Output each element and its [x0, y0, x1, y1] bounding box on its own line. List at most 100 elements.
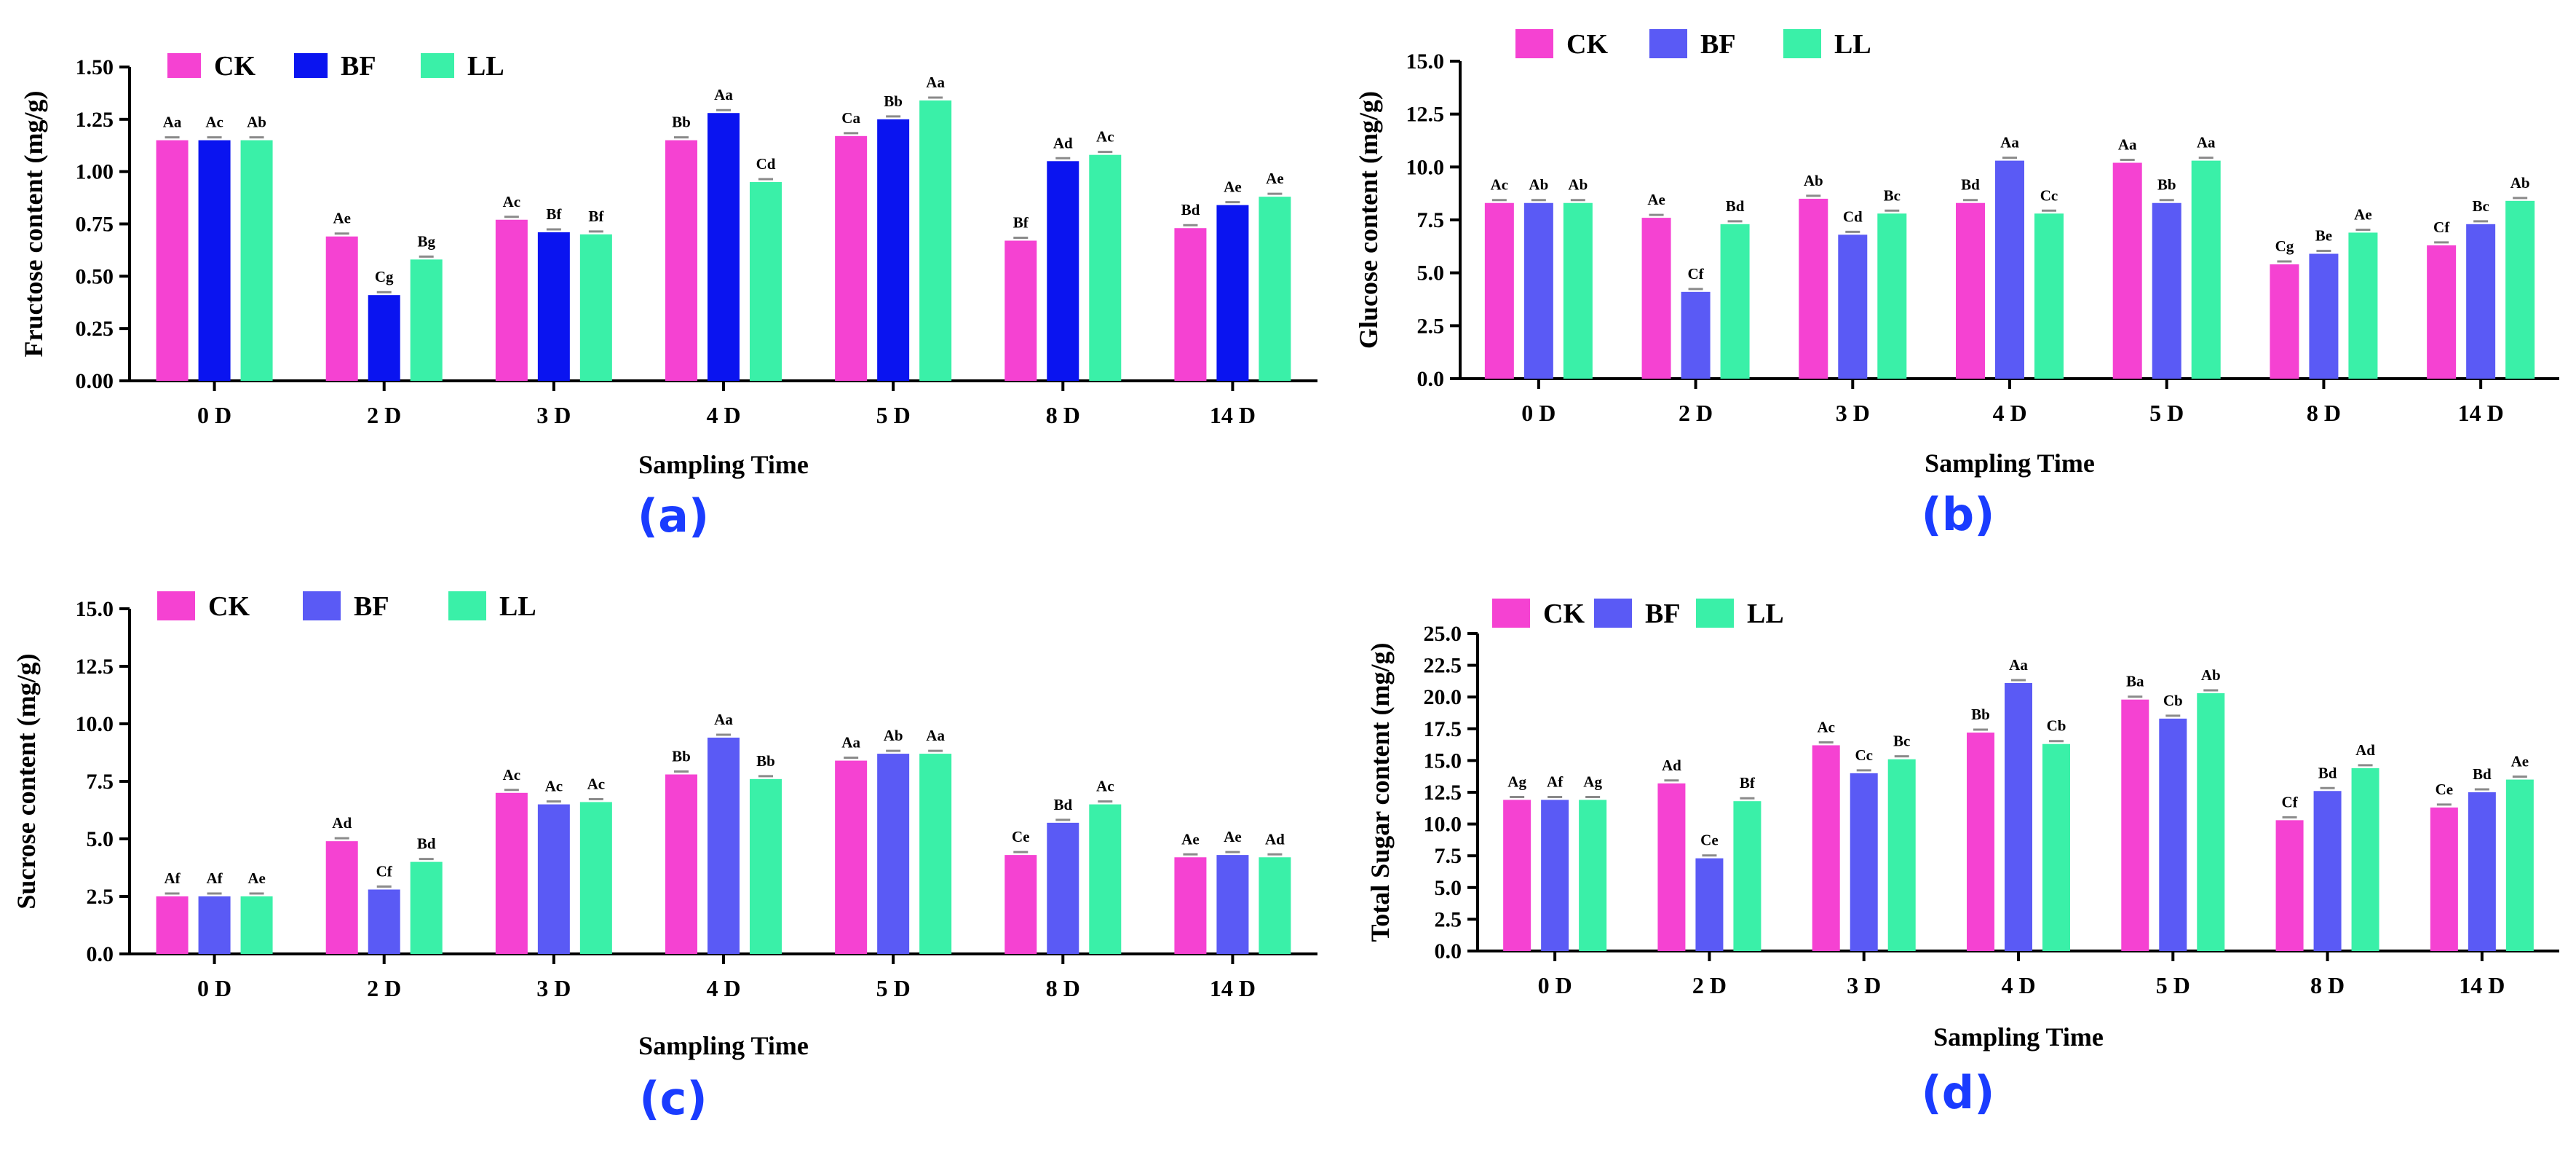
- significance-label: Af: [164, 869, 181, 887]
- significance-label: Ab: [1568, 176, 1588, 194]
- bar-ll: [2351, 768, 2379, 951]
- y-tick-label: 7.5: [1435, 844, 1462, 868]
- chart-panel-c: 0.0 2.5 5.0 7.5 10.0 12.5 15.0 0 D Af Af Ae 2 D Ad Cf…: [12, 591, 1317, 1125]
- bar-bf: [708, 113, 740, 382]
- x-category-label: 2 D: [367, 402, 401, 428]
- significance-label: Aa: [163, 114, 182, 131]
- bar-ck: [835, 760, 868, 954]
- significance-label: Aa: [714, 86, 733, 103]
- bar-ck: [156, 140, 189, 382]
- bar-ll: [919, 100, 952, 381]
- significance-label: Ab: [1804, 172, 1823, 189]
- significance-label: Ag: [1507, 773, 1526, 790]
- bar-bf: [877, 754, 910, 954]
- y-tick-label: 2.5: [87, 885, 114, 909]
- x-axis-title: Sampling Time: [638, 1031, 809, 1060]
- y-tick-label: 10.0: [76, 712, 114, 736]
- significance-label: Bd: [2318, 764, 2337, 781]
- legend-label-ck: CK: [1543, 599, 1585, 629]
- legend-swatch-ll: [421, 53, 454, 78]
- y-tick-label: 10.0: [1424, 813, 1462, 837]
- bar-bf: [2468, 792, 2496, 951]
- y-tick-label: 1.50: [76, 55, 114, 79]
- significance-label: Cf: [2433, 218, 2450, 236]
- y-tick-label: 22.5: [1424, 654, 1462, 678]
- y-tick-label: 12.5: [76, 655, 114, 679]
- significance-label: Cg: [375, 268, 394, 285]
- bar-ll: [750, 182, 782, 382]
- bar-bf: [1047, 822, 1079, 954]
- x-category-label: 4 D: [2001, 972, 2035, 998]
- legend-swatch-ck: [167, 53, 201, 78]
- y-axis-title: Sucrose content (mg/g): [12, 653, 41, 909]
- bar-ck: [325, 841, 358, 954]
- legend-swatch-bf: [294, 53, 328, 78]
- significance-label: Bd: [1961, 176, 1980, 194]
- panel-label: (c): [639, 1072, 707, 1125]
- legend-label-ck: CK: [208, 591, 250, 622]
- significance-label: Ae: [2354, 205, 2372, 223]
- significance-label: Bf: [1740, 774, 1756, 792]
- bar-ck: [325, 236, 358, 381]
- significance-label: Ad: [2355, 741, 2375, 759]
- chart-panel-d: 0.0 2.5 5.0 7.5 10.0 12.5 15.0 17.5 20.0 22.5 25.0…: [1366, 599, 2559, 1119]
- bar-ll: [2034, 213, 2064, 379]
- bar-ll: [2197, 693, 2225, 951]
- bar-ll: [1259, 197, 1291, 381]
- x-category-label: 14 D: [1210, 402, 1256, 428]
- significance-label: Bd: [1181, 201, 1200, 218]
- y-tick-label: 7.5: [1417, 208, 1445, 232]
- bar-bf: [1681, 291, 1711, 379]
- significance-label: Cd: [756, 155, 776, 173]
- significance-label: Cb: [2163, 692, 2183, 709]
- x-axis-title: Sampling Time: [1933, 1022, 2104, 1052]
- significance-label: Ab: [1529, 176, 1548, 194]
- significance-label: Cc: [2040, 186, 2058, 204]
- bar-bf: [198, 140, 231, 382]
- significance-label: Ad: [332, 814, 352, 832]
- x-category-label: 8 D: [1046, 975, 1080, 1001]
- bar-bf: [1523, 202, 1553, 379]
- bar-ck: [2121, 699, 2149, 951]
- significance-label: Cf: [376, 863, 393, 880]
- y-tick-label: 15.0: [1424, 749, 1462, 773]
- x-category-label: 2 D: [1679, 400, 1713, 426]
- y-tick-label: 20.0: [1424, 685, 1462, 709]
- bar-bf: [537, 804, 570, 954]
- bar-ll: [2505, 779, 2534, 951]
- legend-label-ck: CK: [1566, 29, 1608, 60]
- significance-label: Ad: [1265, 830, 1285, 848]
- y-tick-label: 5.0: [87, 827, 114, 851]
- bar-bf: [1695, 858, 1724, 951]
- bar-ck: [1967, 733, 1994, 951]
- significance-label: Bf: [546, 205, 562, 223]
- y-tick-label: 5.0: [1435, 876, 1462, 900]
- bar-ck: [1799, 198, 1828, 379]
- significance-label: Ab: [2510, 174, 2530, 192]
- legend-label-ck: CK: [214, 51, 255, 82]
- bar-bf: [1541, 800, 1569, 951]
- y-tick-label: 15.0: [76, 597, 114, 621]
- legend-label-bf: BF: [1700, 29, 1736, 60]
- bar-bf: [1047, 161, 1079, 382]
- significance-label: Ag: [1583, 773, 1602, 790]
- legend-swatch-ll: [1783, 29, 1821, 58]
- bar-ck: [1956, 202, 1985, 379]
- x-category-label: 14 D: [1210, 975, 1256, 1001]
- significance-label: Ae: [1181, 830, 1200, 848]
- significance-label: Aa: [2009, 656, 2028, 674]
- y-tick-label: 1.25: [76, 108, 114, 132]
- y-tick-label: 2.5: [1417, 314, 1445, 338]
- x-category-label: 2 D: [1692, 972, 1727, 998]
- x-category-label: 2 D: [367, 975, 401, 1001]
- significance-label: Bc: [2472, 197, 2489, 215]
- bar-ll: [1887, 759, 1916, 951]
- chart-panel-a: 0.00 0.25 0.50 0.75 1.00 1.25 1.50 0 D Aa Ac Ab 2 D…: [19, 51, 1317, 542]
- bar-ck: [495, 792, 528, 954]
- bar-ck: [1004, 855, 1037, 954]
- significance-label: Bf: [588, 208, 604, 225]
- bar-ll: [1579, 800, 1607, 951]
- x-category-label: 3 D: [1836, 400, 1870, 426]
- y-tick-label: 0.50: [76, 264, 114, 288]
